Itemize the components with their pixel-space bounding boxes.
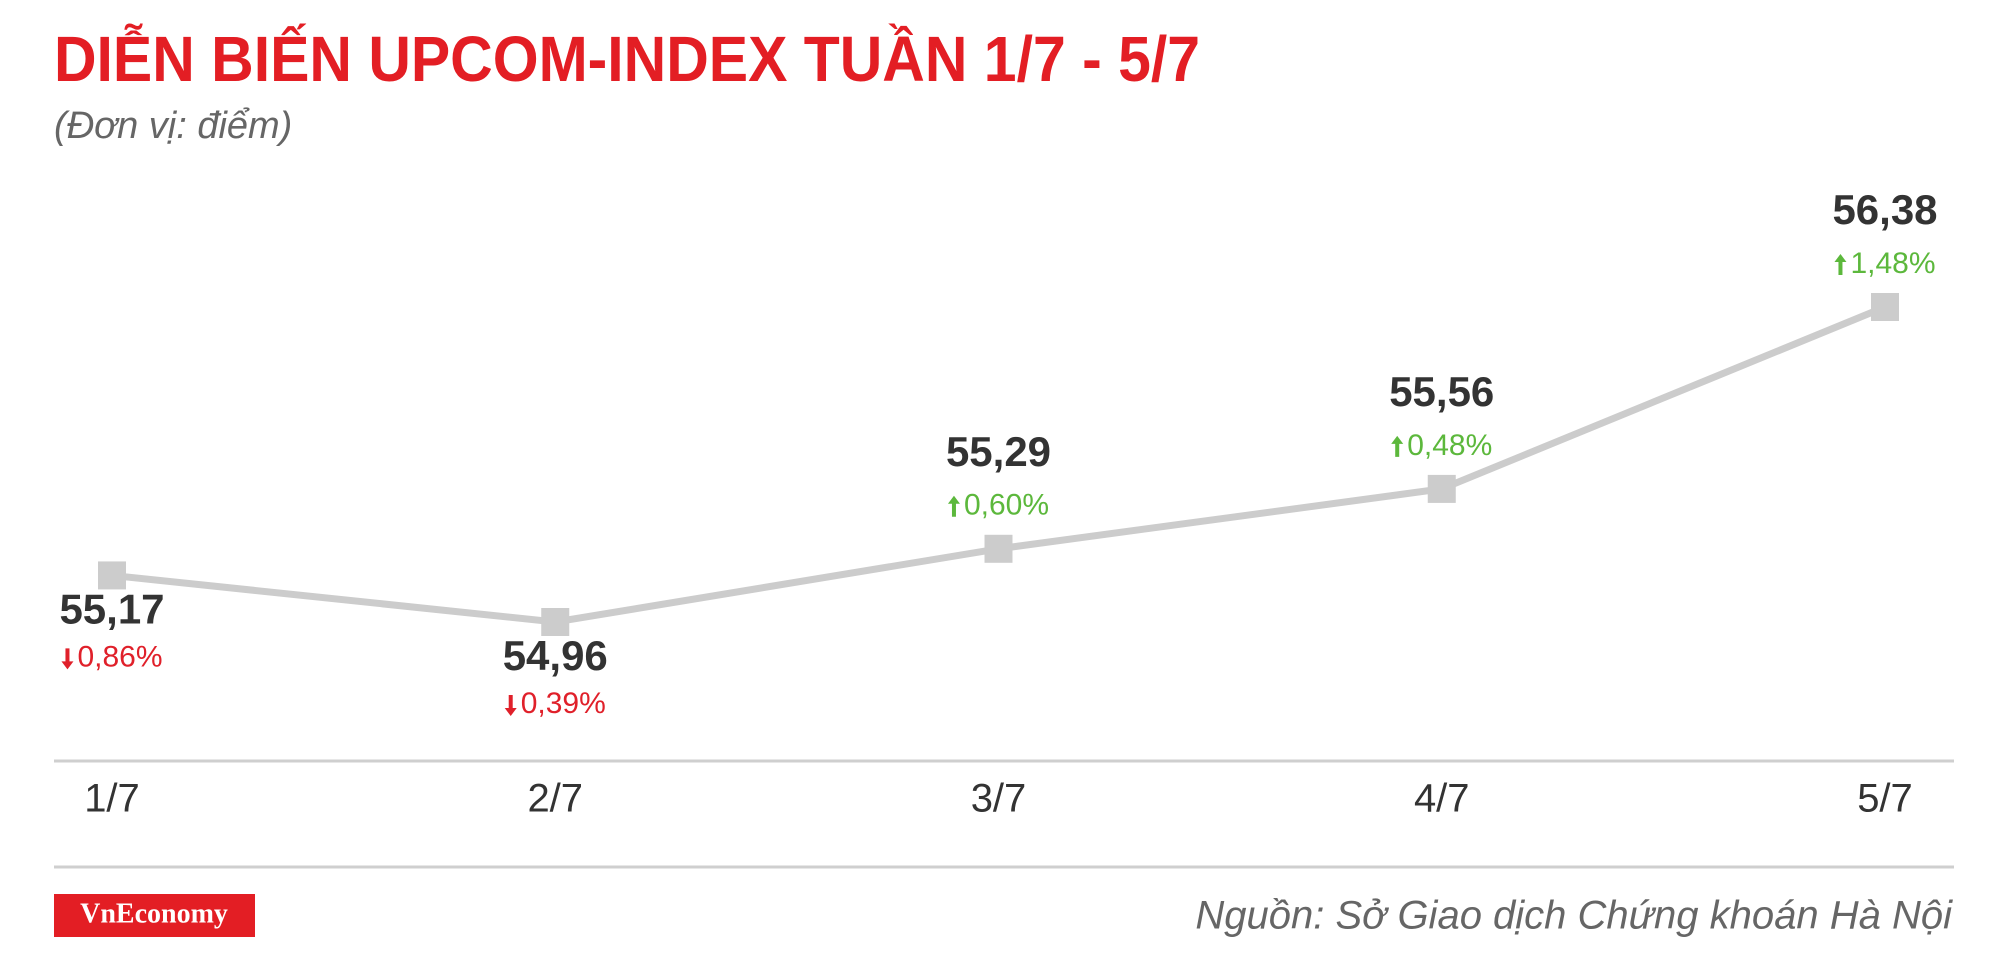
value-label: 56,38: [1832, 186, 1937, 233]
x-tick-label: 1/7: [84, 777, 140, 821]
chart-subtitle: (Đơn vị: điểm): [54, 105, 292, 147]
x-tick-label: 4/7: [1414, 777, 1470, 821]
change-arrow: [1834, 254, 1847, 275]
marker: [98, 561, 126, 590]
marker: [1427, 474, 1456, 503]
x-tick-label: 2/7: [527, 777, 583, 821]
marker: [984, 534, 1013, 563]
marker: [1871, 293, 1899, 321]
change-label: 0,39%: [521, 687, 606, 720]
x-tick-label: 5/7: [1857, 777, 1913, 821]
source: Nguồn: Sở Giao dịch Chứng khoán Hà Nội: [1195, 894, 1953, 938]
marker: [541, 608, 570, 636]
change-label: 1,48%: [1850, 247, 1935, 280]
change-arrow: [1391, 435, 1404, 457]
brand: VnEconomy: [80, 898, 228, 929]
value-label: 55,29: [946, 428, 1051, 475]
change-label: 0,60%: [964, 489, 1049, 522]
change-label: 0,86%: [77, 640, 162, 673]
value-label: 54,96: [503, 632, 608, 679]
chart-title: DIỄN BIẾN UPCOM-INDEX TUẦN 1/7 - 5/7: [54, 23, 1200, 95]
value-label: 55,56: [1389, 368, 1494, 415]
change-label: 0,48%: [1407, 429, 1492, 462]
change-arrow: [504, 695, 517, 716]
x-tick-label: 3/7: [971, 777, 1027, 821]
value-label: 55,17: [59, 586, 164, 633]
change-arrow: [61, 648, 74, 670]
change-arrow: [947, 495, 960, 517]
brand-box: [54, 894, 255, 937]
